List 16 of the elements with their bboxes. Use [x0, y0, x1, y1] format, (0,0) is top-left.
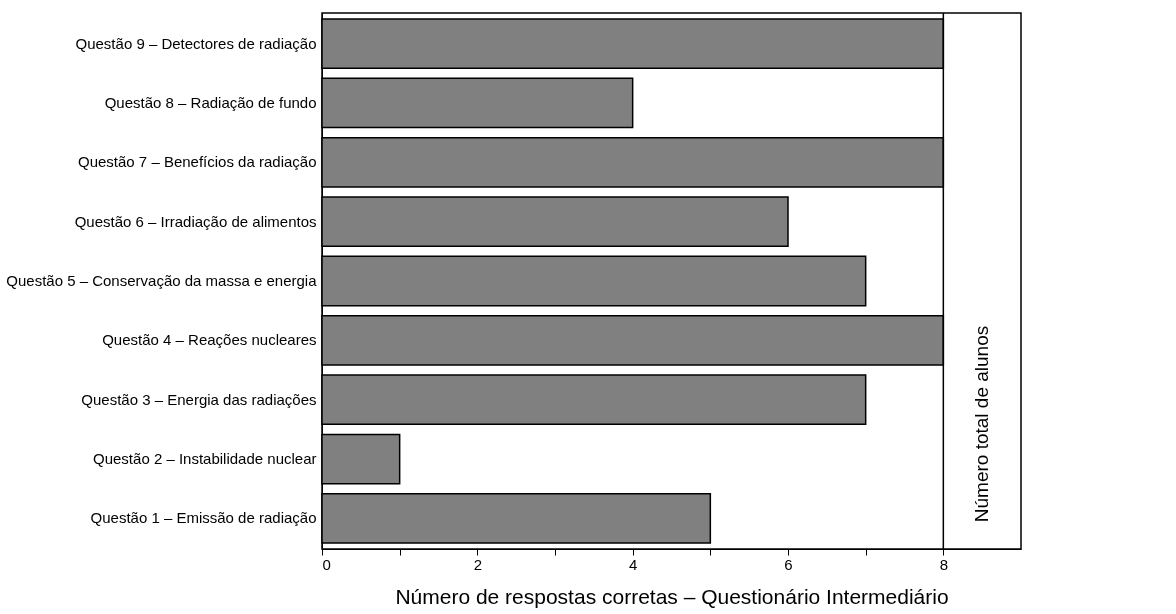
y-tick-label: Questão 8 – Radiação de fundo	[104, 93, 317, 111]
ref-line-label: Número total de alunos	[971, 325, 993, 523]
x-axis-title: Número de respostas corretas – Questionário Intermediário	[395, 584, 949, 608]
y-tick-label: Questão 6 – Irradiação de alimentos	[74, 212, 317, 230]
y-tick-label: Questão 3 – Energia das radiações	[81, 390, 317, 408]
y-tick-label: Questão 2 – Instabilidade nuclear	[93, 450, 317, 468]
x-tick-label: 6	[784, 555, 793, 573]
y-tick-label: Questão 5 – Conservação da massa e energia	[6, 272, 318, 289]
x-tick-label: 0	[322, 555, 331, 573]
y-tick-label: Questão 1 – Emissão de radiação	[90, 509, 317, 527]
y-tick-label: Questão 7 – Benefícios da radiação	[78, 153, 317, 171]
x-tick-label: 8	[939, 555, 949, 573]
y-tick-label: Questão 4 – Reações nucleares	[102, 331, 317, 349]
x-tick-label: 4	[628, 555, 638, 573]
x-tick-label: 2	[473, 555, 483, 573]
y-tick-label: Questão 9 – Detectores de radiação	[75, 34, 317, 52]
